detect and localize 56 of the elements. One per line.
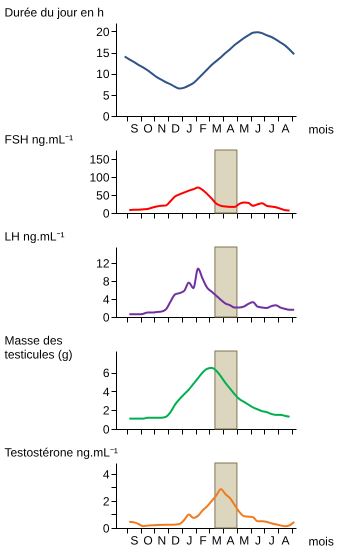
- y-tick-label: 0: [102, 206, 110, 220]
- y-tick-label: 12: [96, 256, 110, 270]
- x-tick-label: A: [282, 534, 290, 547]
- x-tick-label: M: [212, 122, 222, 136]
- x-tick-label: S: [130, 534, 138, 547]
- y-axis-title: FSH ng.mL⁻¹: [4, 132, 74, 146]
- line-series: [124, 31, 296, 90]
- y-tick-label: 15: [96, 46, 110, 60]
- x-tick-label: F: [199, 534, 207, 547]
- x-tick-label: J: [255, 122, 262, 136]
- y-tick-label: 150: [89, 152, 110, 166]
- x-tick-label: O: [143, 534, 153, 547]
- line-series: [128, 186, 291, 212]
- y-tick-label: 0: [102, 422, 110, 436]
- x-tick-label: M: [239, 122, 250, 136]
- x-tick-label: D: [171, 122, 180, 136]
- x-tick-label: N: [158, 122, 166, 136]
- y-axis-title: Durée du jour en h: [4, 6, 104, 20]
- y-tick-label: 4: [102, 292, 110, 306]
- line-series: [128, 366, 291, 420]
- line-series: [128, 268, 296, 316]
- y-tick-label: 4: [102, 384, 110, 399]
- x-tick-label: F: [199, 122, 207, 136]
- y-tick-label: 10: [96, 67, 110, 82]
- x-tick-label: M: [212, 534, 222, 547]
- y-tick-label: 2: [102, 404, 110, 418]
- x-tick-label: M: [239, 534, 250, 547]
- line-series: [128, 488, 296, 528]
- y-axis-title: Masse des testicules (g): [4, 334, 73, 362]
- y-tick-label: 2: [102, 494, 110, 508]
- x-tick-label: N: [158, 534, 166, 547]
- x-tick-label: J: [268, 122, 275, 136]
- x-tick-label: A: [282, 122, 290, 136]
- x-axis-title: mois: [308, 122, 334, 136]
- x-tick-label: A: [226, 122, 235, 136]
- y-tick-label: 0: [102, 310, 110, 324]
- x-tick-label: A: [226, 534, 235, 547]
- x-tick-label: D: [171, 534, 180, 547]
- x-tick-label: J: [186, 534, 192, 547]
- x-tick-label: J: [186, 122, 192, 136]
- x-tick-label: J: [268, 534, 275, 547]
- x-axis-title: mois: [308, 534, 334, 547]
- x-tick-label: J: [255, 534, 262, 547]
- y-tick-label: 4: [102, 467, 110, 482]
- y-tick-label: 0: [102, 110, 110, 124]
- y-tick-label: 0: [102, 522, 110, 536]
- y-tick-label: 6: [102, 366, 110, 380]
- y-tick-label: 20: [96, 24, 110, 39]
- y-tick-label: 50: [96, 188, 110, 202]
- x-tick-label: O: [143, 122, 153, 136]
- y-axis-title: Testostérone ng.mL⁻¹: [4, 446, 118, 460]
- x-tick-label: S: [130, 122, 138, 136]
- y-tick-label: 8: [102, 274, 110, 288]
- y-tick-label: 100: [89, 170, 110, 184]
- y-axis-title: LH ng.mL⁻¹: [4, 230, 65, 244]
- y-tick-label: 5: [102, 88, 110, 102]
